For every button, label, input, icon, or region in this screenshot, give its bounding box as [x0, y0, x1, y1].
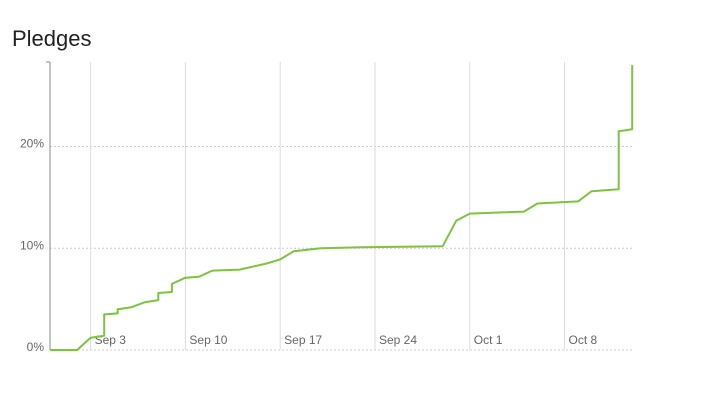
pledge-line	[50, 65, 634, 351]
chart-title: Pledges	[12, 26, 92, 51]
x-tick-label: Sep 3	[95, 333, 127, 347]
x-tick-label: Oct 8	[569, 333, 598, 347]
x-tick-label: Sep 24	[379, 333, 417, 347]
x-tick-label: Sep 17	[284, 333, 322, 347]
x-tick-label: Sep 10	[189, 333, 227, 347]
y-tick-label: 10%	[20, 238, 44, 252]
x-tick-label: Oct 1	[474, 333, 503, 347]
y-tick-label: 20%	[20, 137, 44, 151]
y-tick-label: 0%	[27, 340, 45, 354]
